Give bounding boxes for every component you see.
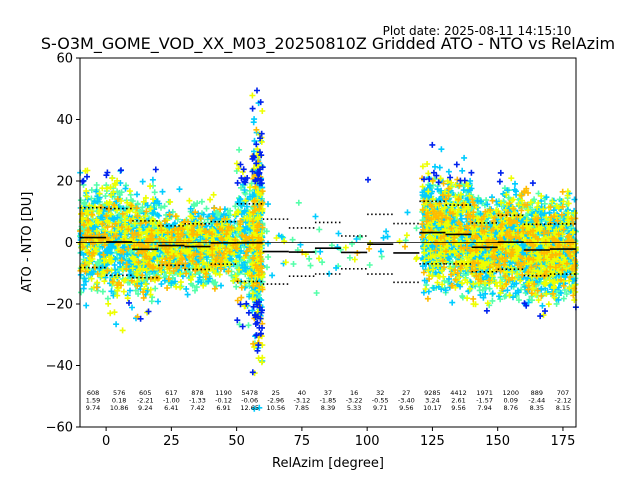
- y-tick-label: 20: [56, 175, 73, 190]
- bin-count: 40: [298, 389, 306, 397]
- bin-std: 10.86: [110, 404, 129, 412]
- bin-std: 6.91: [216, 404, 230, 412]
- x-tick-label: 0: [102, 434, 110, 449]
- y-tick-label: 40: [56, 113, 73, 128]
- bin-std: 7.94: [477, 404, 491, 412]
- bin-std: 9.24: [138, 404, 152, 412]
- bin-std: 9.74: [86, 404, 100, 412]
- bin-std: 7.85: [295, 404, 309, 412]
- bin-mean: 1.59: [86, 397, 100, 405]
- bin-count: 878: [191, 389, 203, 397]
- bin-count: 32: [376, 389, 384, 397]
- bin-count: 608: [87, 389, 99, 397]
- bin-mean: 3.24: [425, 397, 439, 405]
- bin-std: 9.56: [451, 404, 465, 412]
- x-axis: 0 25 50 75 100 125 150 175: [102, 427, 575, 449]
- y-axis: −60 −40 −20 0 20 40 60: [46, 52, 80, 436]
- bin-std: 6.41: [164, 404, 178, 412]
- bin-count: 605: [139, 389, 151, 397]
- bin-count: 1971: [476, 389, 493, 397]
- bin-count: 576: [113, 389, 125, 397]
- bin-mean: -3.22: [346, 397, 363, 405]
- bin-std: 8.76: [503, 404, 517, 412]
- bin-mean: -2.21: [137, 397, 154, 405]
- bin-count: 5478: [241, 389, 258, 397]
- y-tick-label: −20: [46, 298, 73, 313]
- bin-count: 27: [402, 389, 410, 397]
- bin-count: 9285: [424, 389, 441, 397]
- bin-mean: 0.09: [503, 397, 517, 405]
- bin-mean: -2.12: [555, 397, 572, 405]
- bin-mean: -1.57: [476, 397, 493, 405]
- x-tick-label: 125: [420, 434, 445, 449]
- bin-mean: -0.12: [215, 397, 232, 405]
- bin-count: 4412: [450, 389, 467, 397]
- bin-std: 9.56: [399, 404, 413, 412]
- y-tick-label: 60: [56, 52, 73, 67]
- bin-mean: 0.18: [112, 397, 126, 405]
- x-tick-label: 75: [294, 434, 311, 449]
- bin-count: 889: [531, 389, 543, 397]
- x-axis-label: RelAzim [degree]: [272, 456, 384, 471]
- bin-std: 8.35: [530, 404, 544, 412]
- bin-count: 37: [324, 389, 332, 397]
- x-tick-label: 25: [163, 434, 180, 449]
- y-tick-label: 0: [65, 236, 73, 251]
- bin-count: 1200: [502, 389, 519, 397]
- scatter-markers-4: [79, 87, 579, 376]
- bin-mean: -0.06: [241, 397, 258, 405]
- scatter-points: [77, 87, 579, 412]
- x-tick-label: 50: [228, 434, 245, 449]
- bin-std: 8.15: [556, 404, 570, 412]
- bin-std: 5.33: [347, 404, 361, 412]
- y-axis-label: ATO - NTO [DU]: [20, 192, 35, 293]
- bin-mean: -2.44: [528, 397, 545, 405]
- bin-mean: -1.33: [189, 397, 206, 405]
- bin-std: 12.65: [240, 404, 259, 412]
- plot-date: Plot date: 2025-08-11 14:15:10: [383, 24, 572, 38]
- bin-std: 8.39: [321, 404, 335, 412]
- bin-std: 7.42: [190, 404, 204, 412]
- x-tick-label: 150: [485, 434, 510, 449]
- bin-lines: [80, 200, 576, 285]
- bin-std: 10.17: [423, 404, 442, 412]
- bin-mean: -3.12: [293, 397, 310, 405]
- x-tick-label: 100: [355, 434, 380, 449]
- bin-count: 1190: [215, 389, 232, 397]
- y-tick-label: −40: [46, 359, 73, 374]
- y-tick-label: −60: [46, 421, 73, 436]
- bin-mean: -1.85: [320, 397, 337, 405]
- bin-mean: -3.40: [398, 397, 415, 405]
- bin-count: 617: [165, 389, 177, 397]
- bin-mean: 2.61: [451, 397, 465, 405]
- bin-count: 16: [350, 389, 358, 397]
- bin-mean: -2.96: [267, 397, 284, 405]
- bin-statistics: 6081.599.745760.1810.86605-2.219.24617-1…: [86, 389, 572, 412]
- bin-mean: -1.00: [163, 397, 180, 405]
- bin-mean: -0.55: [372, 397, 389, 405]
- bin-count: 25: [272, 389, 280, 397]
- x-tick-label: 175: [551, 434, 576, 449]
- bin-std: 9.71: [373, 404, 387, 412]
- bin-std: 10.56: [266, 404, 285, 412]
- bin-count: 707: [557, 389, 569, 397]
- chart-title: S-O3M_GOME_VOD_XX_M03_20250810Z Gridded …: [41, 34, 615, 54]
